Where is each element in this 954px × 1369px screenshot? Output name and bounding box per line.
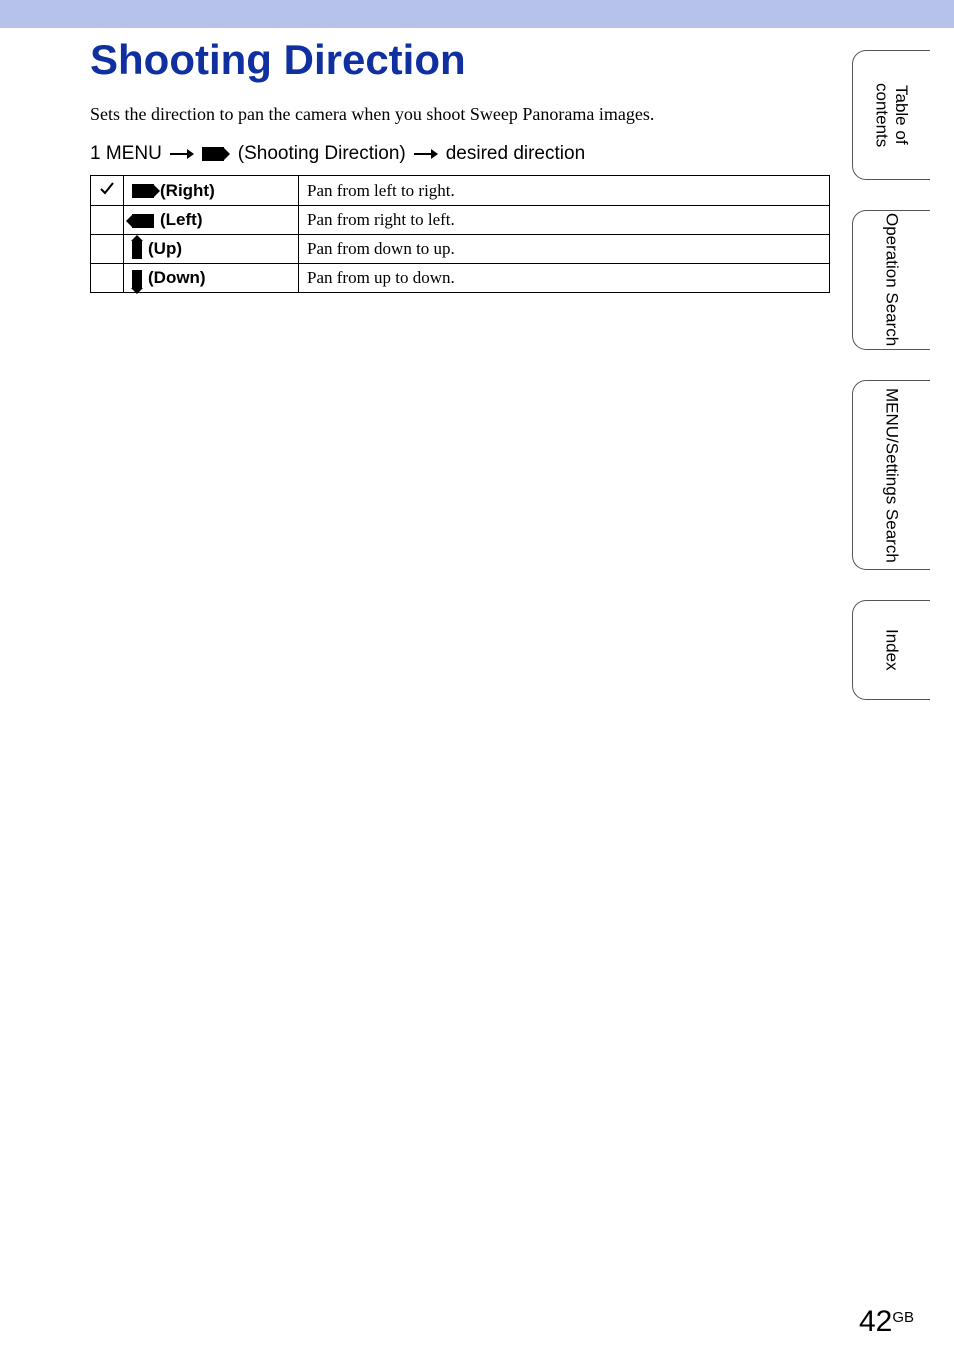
tab-table-of-contents[interactable]: Table of contents bbox=[852, 50, 930, 180]
step-instruction: 1 MENU (Shooting Direction) desired dire… bbox=[90, 143, 830, 165]
arrow-right-icon bbox=[410, 148, 442, 160]
step-prefix: 1 MENU bbox=[90, 143, 162, 165]
tab-menu-settings-search[interactable]: MENU/Settings Search bbox=[852, 380, 930, 570]
option-label: (Up) bbox=[148, 239, 182, 258]
option-label: (Left) bbox=[160, 210, 202, 229]
tab-label: Index bbox=[882, 629, 902, 671]
tab-index[interactable]: Index bbox=[852, 600, 930, 700]
table-row: (Down) Pan from up to down. bbox=[91, 264, 830, 293]
step-label: (Shooting Direction) bbox=[238, 143, 406, 165]
option-desc-cell: Pan from up to down. bbox=[299, 264, 830, 293]
default-check-cell bbox=[91, 264, 124, 293]
table-row: (Left) Pan from right to left. bbox=[91, 206, 830, 235]
side-nav: Table of contents Operation Search MENU/… bbox=[852, 50, 930, 700]
checkmark-icon bbox=[99, 180, 115, 196]
default-check-cell bbox=[91, 206, 124, 235]
intro-text: Sets the direction to pan the camera whe… bbox=[90, 104, 830, 125]
direction-up-icon bbox=[132, 241, 142, 259]
top-banner bbox=[0, 0, 954, 28]
direction-right-icon bbox=[132, 184, 154, 198]
page-title: Shooting Direction bbox=[90, 36, 830, 84]
arrow-right-icon bbox=[166, 148, 198, 160]
tab-label: MENU/Settings Search bbox=[882, 388, 902, 563]
page-number: 42GB bbox=[859, 1305, 914, 1339]
direction-left-icon bbox=[132, 214, 154, 228]
default-check-cell bbox=[91, 176, 124, 206]
option-label-cell: (Left) bbox=[124, 206, 299, 235]
option-desc-cell: Pan from right to left. bbox=[299, 206, 830, 235]
option-label-cell: (Right) bbox=[124, 176, 299, 206]
option-label-cell: (Down) bbox=[124, 264, 299, 293]
tab-operation-search[interactable]: Operation Search bbox=[852, 210, 930, 350]
page-number-suffix: GB bbox=[892, 1309, 914, 1326]
step-suffix: desired direction bbox=[446, 143, 585, 165]
panorama-icon bbox=[202, 147, 224, 161]
default-check-cell bbox=[91, 235, 124, 264]
page-number-value: 42 bbox=[859, 1305, 892, 1338]
tab-label: Operation Search bbox=[882, 213, 902, 346]
option-label-cell: (Up) bbox=[124, 235, 299, 264]
table-row: (Right) Pan from left to right. bbox=[91, 176, 830, 206]
option-label: (Right) bbox=[160, 181, 215, 200]
direction-down-icon bbox=[132, 270, 142, 288]
option-desc-cell: Pan from left to right. bbox=[299, 176, 830, 206]
option-desc-cell: Pan from down to up. bbox=[299, 235, 830, 264]
tab-label: Table of contents bbox=[872, 51, 911, 179]
table-row: (Up) Pan from down to up. bbox=[91, 235, 830, 264]
option-label: (Down) bbox=[148, 268, 206, 287]
options-table: (Right) Pan from left to right. (Left) Pan … bbox=[90, 175, 830, 293]
main-content: Shooting Direction Sets the direction to… bbox=[90, 36, 830, 293]
